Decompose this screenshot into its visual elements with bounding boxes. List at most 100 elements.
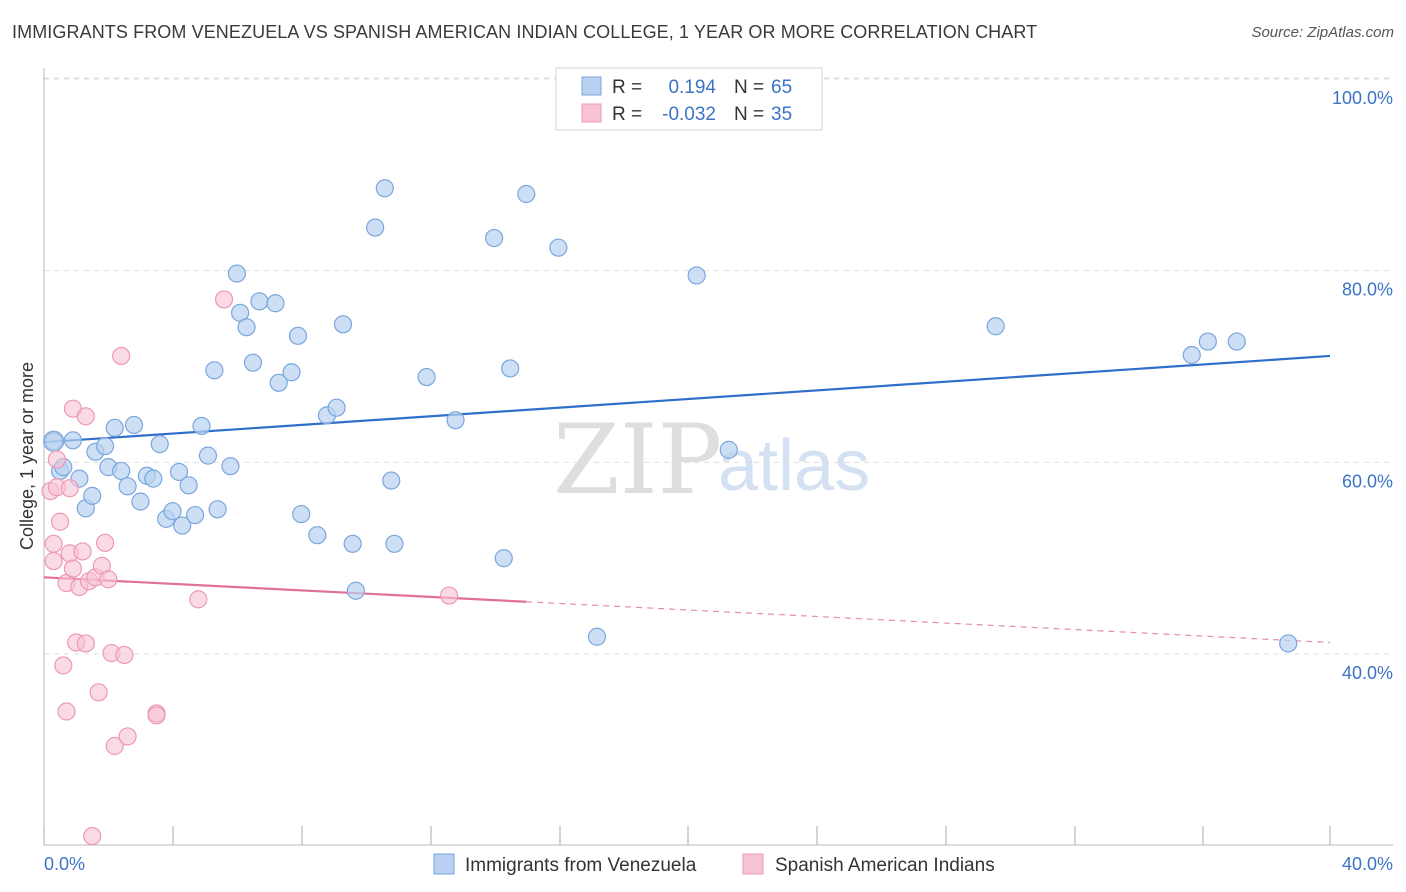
point-venezuela [346, 581, 365, 600]
point-venezuela [288, 326, 308, 345]
point-spanish-american-indians [76, 407, 95, 426]
point-venezuela [1182, 345, 1201, 365]
correlation-legend: R = 0.194 N = 65 R = -0.032 N = 35 [555, 67, 823, 131]
point-venezuela [237, 318, 256, 337]
legend-n-value-blue: 65 [771, 77, 792, 98]
point-spanish-american-indians [44, 534, 63, 553]
point-venezuela [169, 462, 189, 482]
point-spanish-american-indians [118, 727, 137, 746]
point-venezuela [221, 457, 240, 476]
point-venezuela [494, 549, 513, 568]
point-venezuela [333, 315, 353, 334]
point-venezuela [549, 238, 568, 257]
series-spanish-american-indian-points [41, 290, 459, 846]
point-spanish-american-indians [54, 656, 73, 675]
point-venezuela [205, 361, 224, 380]
legend-r-label-pink: R = [612, 104, 642, 125]
point-spanish-american-indians [189, 590, 208, 609]
point-venezuela [501, 359, 520, 378]
point-spanish-american-indians [44, 551, 63, 571]
point-venezuela [43, 430, 65, 452]
point-spanish-american-indians [89, 683, 108, 702]
y-tick-label-40: 40.0% [1342, 663, 1393, 683]
point-venezuela [282, 363, 301, 382]
point-venezuela [95, 436, 115, 456]
point-venezuela [446, 411, 465, 430]
point-venezuela [198, 446, 218, 465]
point-spanish-american-indians [76, 634, 95, 653]
point-spanish-american-indians [57, 702, 76, 721]
point-spanish-american-indians [112, 346, 131, 366]
point-venezuela [179, 476, 198, 495]
legend-n-label-pink: N = [734, 104, 764, 125]
point-venezuela [266, 294, 285, 313]
point-spanish-american-indians [214, 290, 234, 309]
chart-title: IMMIGRANTS FROM VENEZUELA VS SPANISH AME… [12, 22, 1038, 42]
point-venezuela [144, 469, 163, 488]
point-venezuela [83, 486, 102, 505]
point-venezuela [366, 218, 385, 237]
legend-r-value-pink: -0.032 [662, 104, 716, 125]
point-spanish-american-indians [99, 570, 118, 589]
point-venezuela [382, 471, 401, 490]
point-venezuela [587, 627, 607, 646]
point-venezuela [1198, 332, 1217, 351]
point-venezuela [375, 179, 394, 198]
point-spanish-american-indians [115, 645, 134, 665]
legend-r-value-blue: 0.194 [668, 77, 716, 98]
point-spanish-american-indians [83, 826, 102, 846]
point-venezuela [227, 264, 246, 283]
point-venezuela [173, 516, 192, 535]
point-venezuela [250, 292, 269, 311]
x-tick-labels: 0.0% 40.0% [44, 854, 1393, 874]
point-venezuela [719, 440, 738, 459]
point-venezuela [105, 418, 124, 437]
series-venezuela-points [43, 179, 1298, 653]
point-venezuela [269, 373, 288, 392]
point-venezuela [986, 317, 1005, 336]
watermark-atlas: atlas [718, 426, 870, 506]
point-venezuela [343, 534, 362, 553]
point-venezuela [192, 416, 211, 436]
legend-swatch-blue [581, 76, 602, 96]
legend-n-label-blue: N = [734, 77, 764, 98]
y-axis-label: College, 1 year or more [17, 362, 37, 550]
trendline-spanish-american-indians-extrapolated [526, 601, 1331, 644]
point-venezuela [1227, 332, 1246, 351]
point-spanish-american-indians [47, 450, 66, 469]
point-venezuela [124, 415, 144, 435]
point-spanish-american-indians [147, 706, 166, 725]
point-venezuela [385, 534, 404, 553]
source-credit: Source: ZipAtlas.com [1251, 24, 1394, 41]
bottom-legend-label-venezuela: Immigrants from Venezuela [465, 855, 697, 876]
point-venezuela [131, 492, 150, 511]
trendline-venezuela [43, 354, 1331, 444]
point-venezuela [687, 266, 706, 285]
point-venezuela [327, 398, 346, 417]
point-venezuela [517, 184, 536, 204]
point-venezuela [417, 367, 436, 387]
point-venezuela [150, 435, 169, 454]
series-legend: Immigrants from Venezuela Spanish Americ… [433, 853, 995, 876]
point-venezuela [243, 353, 263, 372]
legend-swatch-pink [581, 103, 602, 123]
x-tick-label-min: 0.0% [44, 854, 85, 874]
point-venezuela [1279, 634, 1298, 653]
point-venezuela [485, 228, 504, 248]
point-venezuela [63, 431, 83, 450]
legend-n-value-pink: 35 [771, 104, 792, 125]
point-venezuela [112, 461, 131, 481]
axes [43, 68, 1393, 846]
point-venezuela [186, 505, 205, 525]
point-venezuela [208, 500, 227, 519]
point-spanish-american-indians [60, 479, 79, 498]
point-spanish-american-indians [105, 736, 124, 756]
y-tick-label-100: 100.0% [1332, 88, 1393, 108]
watermark-zip: ZIP [553, 404, 722, 516]
point-spanish-american-indians [95, 533, 115, 552]
y-tick-labels: 100.0% 80.0% 60.0% 40.0% [1332, 88, 1393, 683]
point-spanish-american-indians [63, 559, 83, 578]
point-venezuela [292, 504, 311, 524]
point-spanish-american-indians [439, 586, 459, 605]
